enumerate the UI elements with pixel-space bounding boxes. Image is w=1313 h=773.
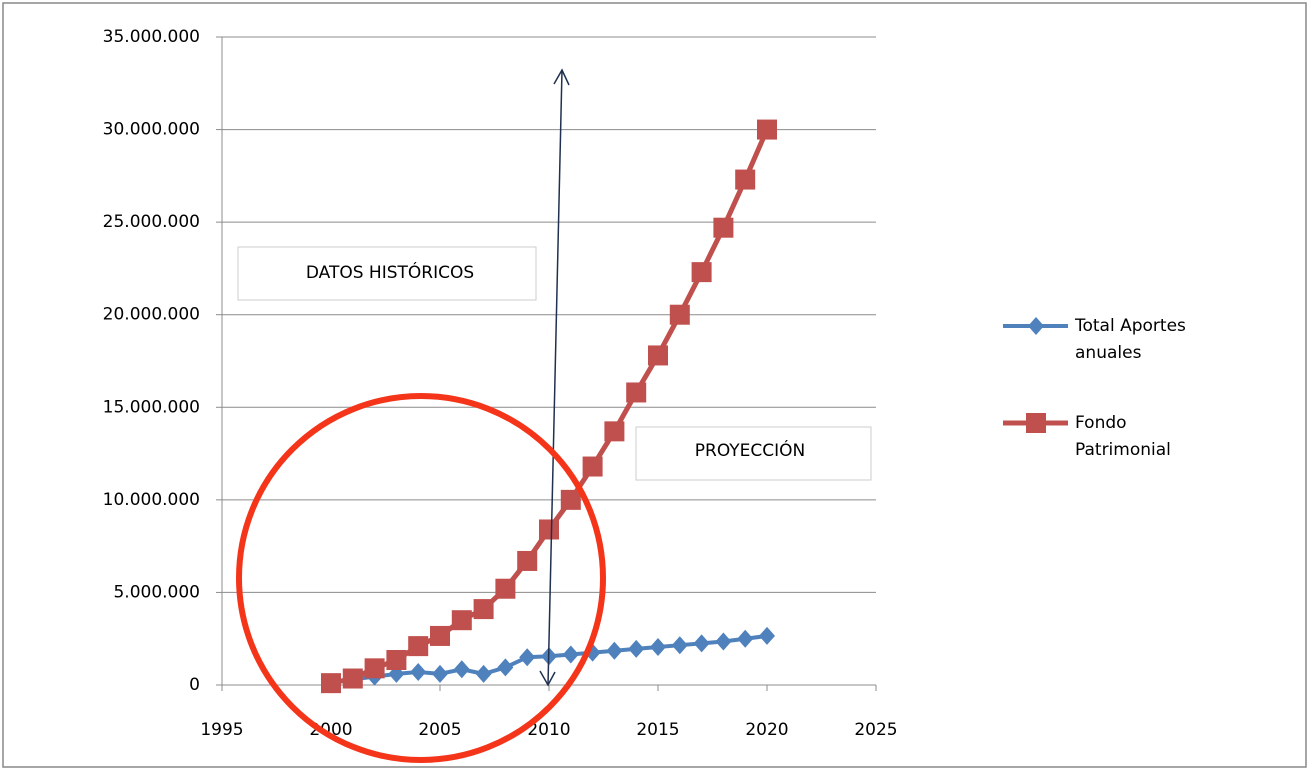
plot-area: 0 5.000.000 10.000.000 15.000.000 20.000.000… [103,27,898,740]
marker [539,519,559,540]
marker [757,119,777,140]
y-tick-label: 25.000.000 [103,212,200,232]
annotation: DATOS HISTÓRICOS [306,261,474,283]
marker [604,421,625,442]
marker [432,664,448,683]
marker [562,645,579,664]
marker [650,638,666,657]
marker [364,658,385,679]
x-tick-label: 2020 [745,720,788,740]
highlight-circle [236,393,606,763]
marker [737,629,754,648]
marker [715,632,732,651]
marker [626,382,647,403]
marker [713,217,734,238]
marker [386,650,407,671]
marker [1026,413,1046,433]
marker [693,634,710,653]
x-tick-label: 2025 [854,720,897,740]
y-tick-label: 15.000.000 [103,397,200,417]
x-tick-label: 1995 [200,720,243,740]
marker [560,489,581,510]
x-tick-label: 2005 [418,720,461,740]
marker [1028,317,1044,335]
marker [519,648,536,667]
y-tick-label: 5.000.000 [113,582,200,602]
x-tick-label: 2010 [527,720,570,740]
marker [671,636,688,655]
marker [451,610,472,631]
marker [517,550,538,571]
y-tick-label: 30.000.000 [103,120,200,140]
y-tick-label: 20.000.000 [103,305,200,325]
marker [408,636,429,657]
divider-arrow [539,68,570,687]
marker [497,658,514,677]
marker [691,262,712,283]
legend-label: Fondo Patrimonial [1075,413,1171,460]
marker [669,304,690,325]
marker [410,663,427,682]
marker [495,578,516,599]
y-tick-label: 0 [189,675,200,695]
annotation-box [635,426,872,481]
marker [342,668,363,689]
annotation-box [237,246,537,301]
x-tick-label: 2015 [636,720,679,740]
marker [475,664,492,683]
annotation: PROYECCIÓN [695,439,806,461]
marker [606,641,623,660]
marker [648,345,668,366]
x-tick-label: 2000 [309,720,352,740]
marker [628,639,645,658]
marker [582,456,603,477]
y-tick-label: 10.000.000 [103,490,200,510]
marker [473,599,494,620]
marker [735,169,756,190]
marker [759,626,775,645]
legend-label: Total Aportes anuales [1075,316,1186,363]
marker [430,625,450,646]
marker [321,673,341,694]
y-tick-label: 35.000.000 [103,27,200,47]
marker [453,660,470,679]
legend [1003,317,1068,433]
